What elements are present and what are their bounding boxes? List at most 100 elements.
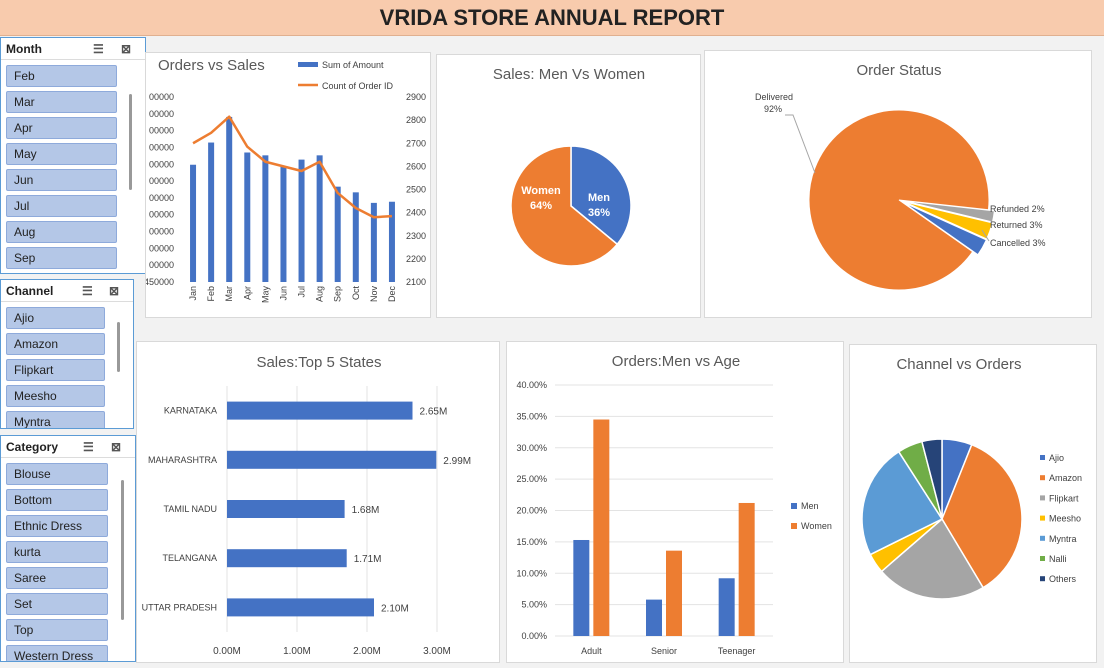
y-left-tick: 00000 (149, 176, 174, 186)
slice-value-label: 64% (530, 200, 552, 212)
pie-slice-refunded (904, 200, 995, 223)
slicer-item-ajio[interactable]: Ajio (6, 307, 105, 329)
y-right-tick: 2400 (406, 208, 426, 218)
legend-swatch-ajio (1040, 455, 1045, 460)
data-label: 2.65M (420, 407, 448, 418)
bar-men-senior (646, 599, 662, 636)
y-left-tick: 00000 (149, 227, 174, 237)
pie-slice-returned (904, 201, 993, 240)
chart-title: Orders vs Sales (158, 57, 265, 74)
clear-filter-icon[interactable]: ⊠ (111, 439, 122, 454)
slicer-scrollbar[interactable] (117, 322, 120, 372)
slicer-item-jul[interactable]: Jul (6, 195, 117, 217)
slicer-item-aug[interactable]: Aug (6, 221, 117, 243)
y-left-tick: 00000 (149, 142, 174, 152)
y-tick-label: 10.00% (516, 568, 547, 578)
bar-apr (244, 152, 251, 282)
y-tick-label: 0.00% (521, 631, 547, 641)
slice-label: Refunded 2% (990, 204, 1045, 214)
slicer-item-set[interactable]: Set (6, 593, 108, 615)
leader-line (981, 229, 990, 242)
bar-maharashtra (227, 450, 437, 469)
slicer-scrollbar[interactable] (129, 94, 132, 190)
top-states-chart[interactable]: Sales:Top 5 States 0.00M 1.00M 2.00M 3.00M KA… (136, 341, 500, 663)
pie-slice-delivered (808, 109, 990, 291)
y-right-tick: 2100 (406, 277, 426, 287)
slicer-title: Category (6, 439, 59, 454)
slicer-item-feb[interactable]: Feb (6, 65, 117, 87)
slicer-item-mar[interactable]: Mar (6, 91, 117, 113)
multi-select-icon[interactable]: ☰ (82, 283, 93, 298)
legend-label-flipkart: Flipkart (1049, 493, 1079, 503)
y-left-tick: 00000 (149, 159, 174, 169)
x-tick-label: Aug (315, 286, 325, 302)
bar-jun (280, 166, 287, 282)
pie-slice-myntra (861, 450, 944, 556)
slicer-item-saree[interactable]: Saree (6, 567, 108, 589)
sales-men-women-svg: Sales: Men Vs Women Men 36% Women 64% (493, 66, 645, 267)
slicer-item-myntra[interactable]: Myntra (6, 411, 105, 428)
legend-swatch-others (1040, 576, 1045, 582)
slice-value-label: 2% (1032, 204, 1045, 214)
legend-label-men: Men (801, 501, 819, 511)
multi-select-icon[interactable]: ☰ (93, 41, 104, 56)
bar-women-adult (593, 419, 610, 636)
y-tick-label: TELANGANA (162, 553, 217, 563)
slicer-item-blouse[interactable]: Blouse (6, 463, 108, 485)
slicer-item-top[interactable]: Top (6, 619, 108, 641)
slice-label: Cancelled 3% (990, 238, 1046, 248)
y-tick-label: 5.00% (521, 600, 547, 610)
y-tick-label: 35.00% (516, 411, 547, 421)
channel-vs-orders-chart[interactable]: Channel vs Orders Ajio Amazon Flipkart Meesh… (849, 344, 1097, 663)
y-right-tick: 2800 (406, 115, 426, 125)
slicer-item-ethnic-dress[interactable]: Ethnic Dress (6, 515, 108, 537)
orders-men-age-chart[interactable]: Orders:Men vs Age 0.00% 5.00% 10.00% 15.00% 2… (506, 341, 844, 663)
x-tick-label: Adult (581, 646, 602, 656)
y-tick-label: 40.00% (516, 380, 547, 390)
slicer-item-western-dress[interactable]: Western Dress (6, 645, 108, 661)
slice-name-label: Women (521, 185, 561, 197)
slicer-item-bottom[interactable]: Bottom (6, 489, 108, 511)
multi-select-icon[interactable]: ☰ (83, 439, 94, 454)
slicer-item-sep[interactable]: Sep (6, 247, 117, 269)
x-tick-label: Jul (297, 286, 307, 298)
clear-filter-icon[interactable]: ⊠ (121, 41, 132, 56)
x-tick-label: Senior (651, 646, 677, 656)
slicer-item-kurta[interactable]: kurta (6, 541, 108, 563)
bar-tamil-nadu (227, 500, 345, 518)
legend-label-amazon: Amazon (1049, 473, 1082, 483)
legend-label-meesho: Meesho (1049, 514, 1081, 524)
orders-vs-sales-chart[interactable]: Orders vs Sales 00000 00000 00000 00000 00000… (145, 52, 431, 318)
slice-name-label: Men (588, 192, 610, 204)
order-status-chart[interactable]: Order Status Delivered 92% Refunded 2% Retur… (704, 50, 1092, 318)
top-states-svg: Sales:Top 5 States 0.00M 1.00M 2.00M 3.00M KA… (142, 354, 471, 657)
chart-title: Sales: Men Vs Women (493, 66, 645, 83)
sales-men-women-chart[interactable]: Sales: Men Vs Women Men 36% Women 64% (436, 54, 701, 318)
legend-swatch-flipkart (1040, 495, 1045, 501)
bar-women-teenager (738, 502, 755, 636)
y-right-tick: 2700 (406, 138, 426, 148)
y-left-tick: 00000 (149, 126, 174, 136)
slicer-item-may[interactable]: May (6, 143, 117, 165)
slicer-item-flipkart[interactable]: Flipkart (6, 359, 105, 381)
slicer-scrollbar[interactable] (121, 480, 124, 620)
legend-label-orders: Count of Order ID (322, 81, 394, 91)
slicer-item-apr[interactable]: Apr (6, 117, 117, 139)
slicer-item-jun[interactable]: Jun (6, 169, 117, 191)
chart-title: Order Status (856, 62, 941, 79)
slicer-item-meesho[interactable]: Meesho (6, 385, 105, 407)
clear-filter-icon[interactable]: ⊠ (109, 283, 120, 298)
x-tick-label: 1.00M (283, 646, 311, 657)
slicer-item-amazon[interactable]: Amazon (6, 333, 105, 355)
slice-value-label: 3% (1030, 220, 1043, 230)
chart-title: Sales:Top 5 States (256, 354, 381, 371)
order-status-svg: Order Status Delivered 92% Refunded 2% Retur… (755, 62, 1046, 291)
y-left-tick: 1450000 (146, 277, 174, 287)
chart-title: Orders:Men vs Age (612, 353, 740, 370)
legend-swatch-amazon (1040, 475, 1045, 481)
pie-slice-men (570, 145, 632, 246)
y-left-tick: 00000 (149, 210, 174, 220)
channel-vs-orders-svg: Channel vs Orders Ajio Amazon Flipkart Meesh… (861, 356, 1082, 600)
y-right-tick: 2900 (406, 92, 426, 102)
y-left-tick: 00000 (149, 260, 174, 270)
